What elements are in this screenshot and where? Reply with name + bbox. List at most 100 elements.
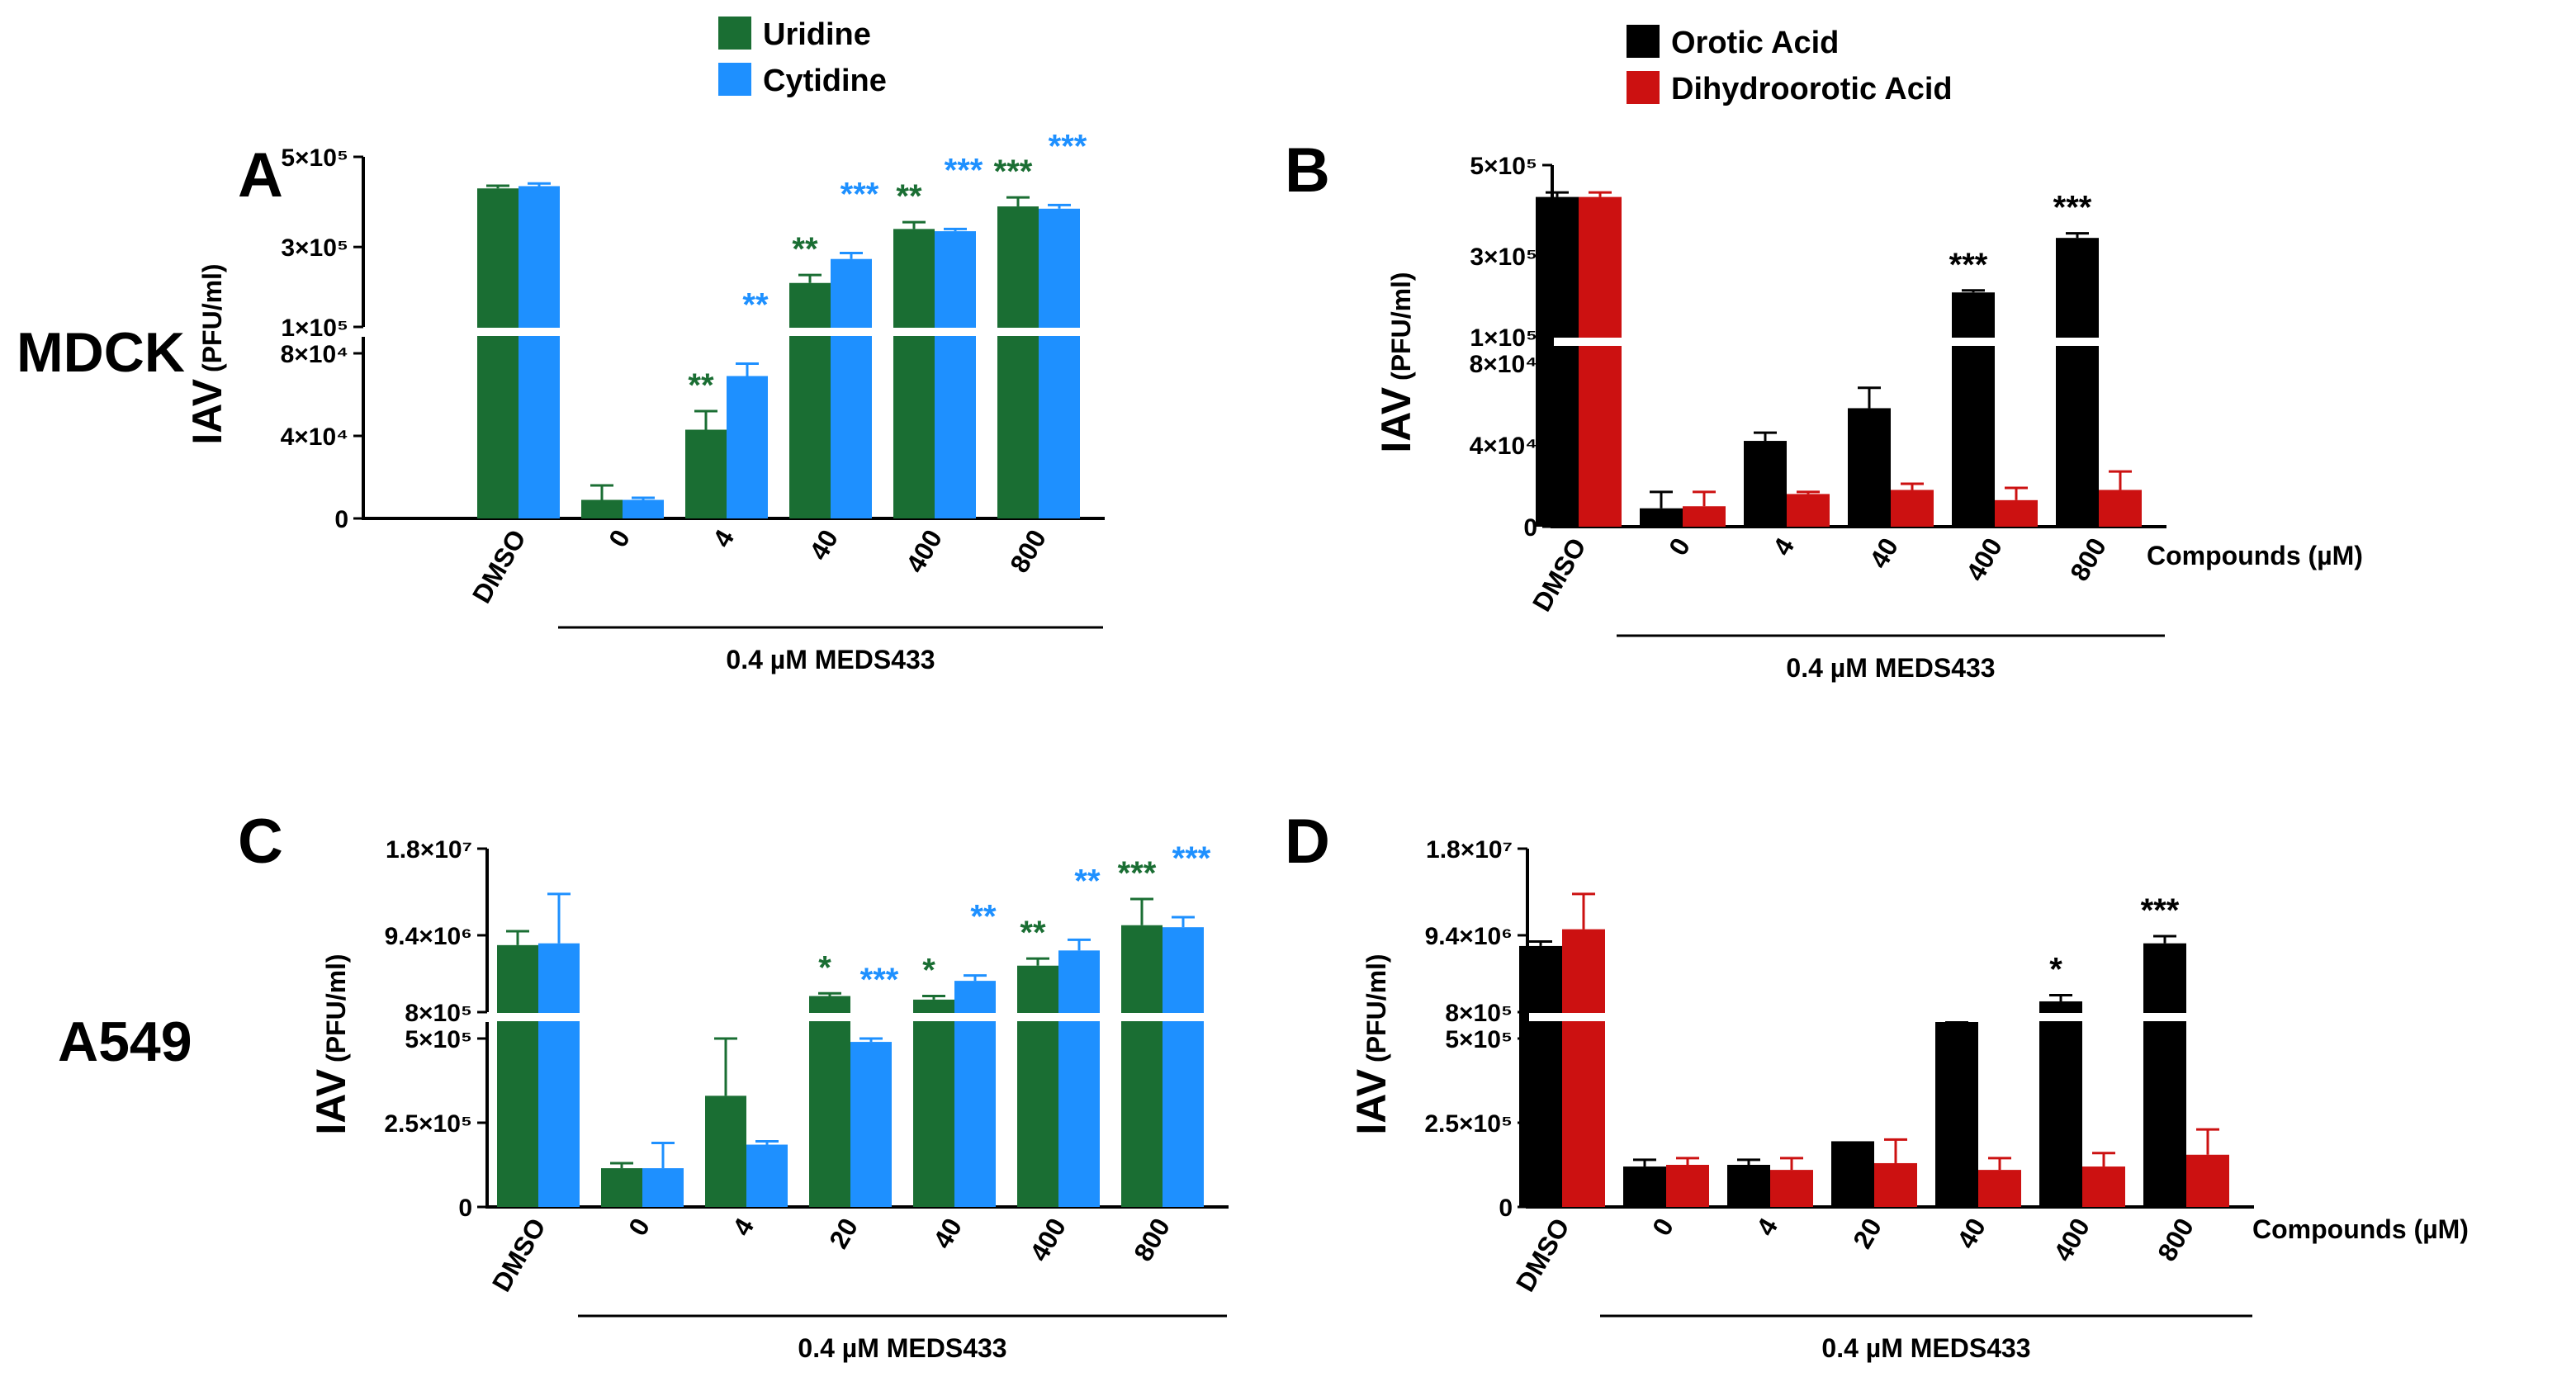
bar-orotic-acid <box>1831 1141 1874 1207</box>
bar-orotic-acid <box>1952 292 1995 527</box>
legend-swatch <box>1627 71 1660 104</box>
panel-letter-a: A <box>238 140 283 211</box>
bar-uridine <box>497 944 538 1207</box>
bar-dihydroorotic-acid <box>1562 929 1605 1207</box>
y-tick-label: 2.5×10⁵ <box>384 1110 472 1138</box>
x-tick-label: 0 <box>1646 1214 1679 1241</box>
bar-dihydroorotic-acid <box>2099 490 2142 527</box>
group-label: 0.4 µM MEDS433 <box>726 645 935 674</box>
bar-cytidine <box>727 376 768 518</box>
significance-stars: ** <box>742 287 769 324</box>
significance-stars: *** <box>1049 128 1087 164</box>
x-tick-label: 0 <box>623 1214 656 1241</box>
y-tick-label: 9.4×10⁶ <box>385 923 472 950</box>
bar-dihydroorotic-acid <box>1683 506 1726 527</box>
y-tick-label: 0 <box>1523 514 1537 542</box>
x-tick-label: 4 <box>1750 1213 1783 1241</box>
y-tick-label: 1×10⁵ <box>281 315 348 342</box>
bar-dihydroorotic-acid <box>2186 1154 2229 1207</box>
y-tick-label: 0 <box>334 506 348 533</box>
x-tick-label: 4 <box>707 524 740 552</box>
row-label-mdck: MDCK <box>17 321 185 384</box>
bar-cytidine <box>623 499 664 518</box>
x-tick-label: 4 <box>727 1213 760 1241</box>
bar-cytidine <box>746 1144 788 1207</box>
bar-uridine <box>789 282 831 518</box>
y-tick-label: 0 <box>1499 1195 1513 1222</box>
axis-break-gap <box>1554 338 2168 346</box>
bar-dihydroorotic-acid <box>1666 1165 1709 1207</box>
significance-stars: *** <box>860 962 899 998</box>
x-tick-label: 800 <box>1004 525 1052 578</box>
bar-cytidine <box>538 943 580 1207</box>
legend-label: Cytidine <box>763 64 887 98</box>
bar-dihydroorotic-acid <box>1787 494 1830 527</box>
x-tick-label: 400 <box>1024 1214 1072 1266</box>
bar-dihydroorotic-acid <box>1995 499 2038 527</box>
bar-cytidine <box>519 186 560 518</box>
bar-orotic-acid <box>2039 1001 2082 1207</box>
y-tick-label: 3×10⁵ <box>1470 244 1537 271</box>
y-tick-label: 3×10⁵ <box>281 234 348 262</box>
x-axis-label: Compounds (µM) <box>2252 1214 2469 1244</box>
x-tick-label: 0 <box>603 525 636 552</box>
x-tick-label: 400 <box>2048 1214 2095 1266</box>
y-axis-label: IAV(PFU/ml) <box>184 263 230 444</box>
bar-orotic-acid <box>1536 196 1579 528</box>
significance-stars: ** <box>688 367 714 404</box>
x-tick-label: 400 <box>1960 533 2008 586</box>
x-tick-label: 40 <box>927 1214 968 1254</box>
significance-stars: ** <box>792 231 818 267</box>
bar-cytidine <box>642 1168 684 1207</box>
significance-stars: *** <box>945 152 983 188</box>
y-tick-label: 8×10⁴ <box>281 341 348 368</box>
y-tick-label: 1.8×10⁷ <box>1426 836 1513 864</box>
significance-stars: *** <box>1172 840 1211 877</box>
panel-letter-d: D <box>1285 807 1330 877</box>
bar-uridine <box>1017 965 1058 1207</box>
bar-dihydroorotic-acid <box>1874 1162 1917 1207</box>
bar-orotic-acid <box>1623 1166 1666 1207</box>
x-tick-label: 20 <box>1847 1214 1887 1254</box>
x-tick-label: 800 <box>2064 533 2112 586</box>
bar-dihydroorotic-acid <box>1770 1170 1813 1207</box>
significance-stars: ** <box>896 178 922 215</box>
significance-stars: * <box>818 949 831 986</box>
group-label: 0.4 µM MEDS433 <box>1786 653 1995 683</box>
axis-break-gap <box>489 1013 1230 1021</box>
bar-dihydroorotic-acid <box>1891 490 1934 527</box>
x-tick-label: DMSO <box>1510 1214 1575 1297</box>
x-tick-label: DMSO <box>1527 533 1592 617</box>
y-tick-label: 4×10⁴ <box>281 424 348 451</box>
charts: AIAV(PFU/ml)04×10⁴8×10⁴1×10⁵3×10⁵5×10⁵**… <box>184 17 2469 1363</box>
axis-break-gap <box>365 328 1106 336</box>
significance-stars: * <box>922 953 935 989</box>
bar-dihydroorotic-acid <box>1978 1170 2021 1207</box>
significance-stars: ** <box>1074 863 1101 899</box>
bar-cytidine <box>935 231 976 518</box>
bar-orotic-acid <box>1744 441 1787 527</box>
bar-uridine <box>601 1168 642 1207</box>
legend-swatch <box>718 17 751 50</box>
bar-cytidine <box>1163 927 1204 1207</box>
y-tick-label: 5×10⁵ <box>1445 1026 1513 1053</box>
y-axis-label: IAV(PFU/ml) <box>1348 953 1395 1134</box>
x-tick-label: 40 <box>1951 1214 1991 1254</box>
bar-orotic-acid <box>1727 1165 1770 1207</box>
bar-orotic-acid <box>1519 945 1562 1207</box>
y-tick-label: 5×10⁵ <box>405 1026 472 1053</box>
row-labels: MDCK A549 <box>17 321 192 1073</box>
y-tick-label: 2.5×10⁵ <box>1424 1110 1513 1138</box>
y-axis-label: IAV(PFU/ml) <box>308 953 354 1134</box>
bar-orotic-acid <box>1848 408 1891 527</box>
x-tick-label: 40 <box>803 525 844 565</box>
x-tick-label: 400 <box>900 525 948 578</box>
y-tick-label: 8×10⁵ <box>1445 1000 1513 1027</box>
significance-stars: *** <box>841 176 879 212</box>
significance-stars: *** <box>994 154 1033 190</box>
bar-uridine <box>705 1095 746 1207</box>
